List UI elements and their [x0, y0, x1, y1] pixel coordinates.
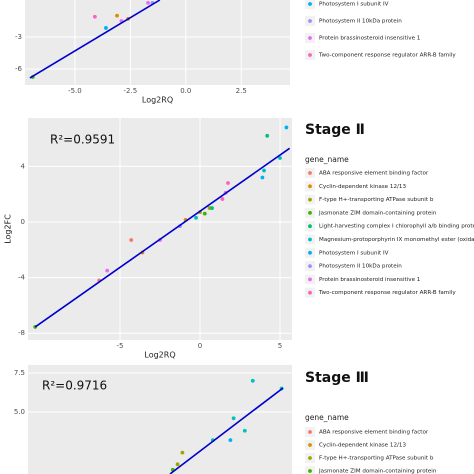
y-tick-label: -4: [18, 274, 26, 282]
legend-label: Two-component response regulator ARR-B f…: [318, 53, 456, 59]
point: [194, 215, 198, 220]
point: [129, 238, 134, 242]
y-tick-label: -6: [15, 65, 23, 73]
y-tick-label: 5.0: [14, 408, 25, 416]
r-squared: R²=0.9591: [50, 133, 115, 147]
point: [262, 168, 266, 173]
y-tick-label: -8: [18, 329, 25, 337]
point: [146, 0, 150, 5]
point: [220, 197, 225, 201]
fit-line: [29, 0, 161, 79]
x-tick-label: -5.0: [68, 87, 82, 95]
point: [228, 438, 233, 443]
x-tick-label: 0.0: [180, 87, 191, 95]
point: [278, 156, 282, 160]
x-tick-label: 0: [198, 342, 202, 350]
legend-dot: [308, 171, 312, 175]
legend-dot: [308, 36, 312, 40]
x-tick-label: 5: [278, 342, 282, 350]
plot-background: [25, 0, 290, 85]
legend-dot: [308, 2, 312, 6]
panel: 7.5 5.0 R²=0.9716 Stage Ⅲ gene_name ABA respo…: [14, 365, 437, 474]
point: [105, 268, 110, 273]
legend-label: Jasmonate ZIM domain-containing protein: [318, 469, 437, 474]
legend-dot: [308, 443, 312, 447]
point: [202, 211, 207, 216]
legend-dot: [308, 19, 312, 23]
fit-line: [34, 147, 291, 328]
plot-marks: [33, 125, 291, 329]
y-tick-label: 7.5: [14, 369, 25, 377]
legend-dot: [308, 430, 312, 434]
legend-title: gene_name: [305, 155, 349, 164]
plot-marks: [169, 378, 284, 474]
plot-marks: [29, 0, 161, 79]
legend-dot: [308, 250, 312, 255]
legend-label: Protein brassinosteroid insensitive 1: [319, 277, 421, 283]
legend-title: gene_name: [305, 413, 349, 422]
legend-label: Light-harvesting complex I chlorophyll a…: [319, 224, 474, 230]
point: [92, 14, 97, 19]
legend-dot: [308, 211, 312, 215]
legend-label: ABA responsive element binding factor: [319, 171, 429, 177]
y-tick-label: 0: [21, 218, 25, 226]
legend-dot: [308, 290, 312, 295]
x-axis-label: Log2RQ: [142, 96, 173, 105]
point: [104, 26, 108, 30]
legend-label: F-type H+-transporting ATPase subunit b: [319, 197, 434, 203]
legend-label: F-type H+-transporting ATPase subunit b: [319, 456, 434, 462]
legend-label: Protein brassinosteroid insensitive 1: [319, 36, 421, 42]
point: [226, 181, 230, 185]
point: [250, 378, 255, 383]
legend-dot: [308, 264, 312, 268]
legend-label: Cyclin-dependent kinase 12/13: [319, 184, 406, 190]
legend-dot: [308, 197, 312, 202]
legend-label: Photosystem II 10kDa protein: [319, 264, 402, 270]
legend-label: ABA responsive element binding factor: [319, 430, 429, 436]
legend-dot: [308, 469, 312, 473]
legend-dot: [308, 184, 312, 189]
r-squared: R²=0.9716: [42, 379, 107, 393]
legend-label: Photosystem I subunit IV: [319, 250, 389, 256]
x-tick-label: 2.5: [236, 87, 247, 95]
legend-label: Jasmonate ZIM domain-containing protein: [318, 210, 437, 216]
stage-title: Stage Ⅲ: [305, 370, 369, 386]
y-tick-label: 4: [21, 162, 26, 170]
x-axis-label: Log2RQ: [144, 351, 175, 360]
x-tick-label: -2.5: [123, 87, 137, 95]
legend-dot: [308, 237, 312, 242]
point: [260, 175, 265, 180]
point: [231, 416, 236, 421]
point: [242, 428, 247, 433]
legend-label: Photosystem I subunit IV: [319, 2, 389, 8]
y-axis-label: Log2FC: [4, 214, 13, 244]
legend-dot: [308, 224, 312, 229]
plot-background: [28, 118, 292, 340]
legend-label: Cyclin-dependent kinase 12/13: [319, 443, 406, 449]
point: [180, 450, 185, 455]
point: [115, 13, 119, 18]
legend-label: Magnesium-protoporphyrin IX monomethyl e…: [319, 237, 474, 243]
plot-background: [28, 365, 292, 474]
legend-dot: [308, 53, 312, 57]
x-tick-label: -5: [117, 342, 124, 350]
point: [265, 133, 270, 138]
legend-dot: [308, 277, 312, 282]
panel: -3 -6 -5.0 -2.5 0.0 2.5 Log2RQ Photosystem I su…: [15, 0, 456, 105]
panel: 4 0 -4 -8 -5 0 5 Log2RQ Log2FC R²=0.9591 Stage Ⅱ ge…: [4, 118, 474, 360]
y-tick-label: -3: [15, 33, 22, 41]
stage-title: Stage Ⅱ: [305, 122, 365, 138]
legend-dot: [308, 456, 312, 460]
fit-line: [169, 387, 284, 474]
legend-label: Photosystem II 10kDa protein: [319, 19, 402, 25]
point: [284, 125, 289, 130]
point: [210, 206, 214, 210]
point: [175, 462, 180, 467]
legend-label: Two-component response regulator ARR-B f…: [318, 290, 456, 296]
